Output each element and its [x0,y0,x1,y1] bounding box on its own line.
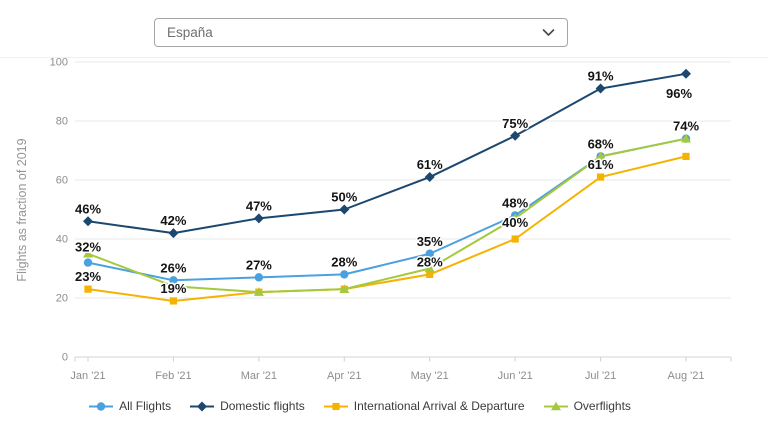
legend-item-overflights[interactable]: Overflights [543,399,631,413]
y-axis-tick-label: 60 [56,175,68,187]
data-label: 23% [75,269,101,284]
x-axis-tick-label: Jun '21 [498,370,533,382]
data-label: 19% [160,281,186,296]
legend-label: Overflights [573,399,631,413]
circle-legend-marker-icon [89,401,114,411]
data-label: 61% [588,157,614,172]
series-overflights [83,133,692,296]
y-axis-tick-label: 100 [50,57,68,69]
y-axis-tick-label: 80 [56,116,68,128]
legend-label: International Arrival & Departure [353,399,525,413]
series-domestic-flights [83,68,692,239]
legend-item-all-flights[interactable]: All Flights [89,399,171,413]
data-label: 47% [246,198,272,213]
data-label: 46% [75,201,101,216]
data-label: 27% [246,257,272,272]
data-label: 75% [502,116,528,131]
x-axis-tick-label: Jul '21 [585,370,616,382]
square-legend-marker-icon [323,402,348,410]
data-label: 42% [160,213,186,228]
y-axis-tick-label: 20 [56,293,68,305]
diamond-legend-marker-icon [190,401,215,411]
x-axis-tick-label: Feb '21 [155,370,191,382]
x-axis-tick-label: May '21 [411,370,449,382]
x-axis-tick-label: Apr '21 [327,370,362,382]
legend-item-international-arrival-departure[interactable]: International Arrival & Departure [323,399,525,413]
chart-legend: All Flights Domestic flights International… [0,399,744,413]
data-label: 61% [417,157,443,172]
triangle-legend-marker-icon [543,401,568,410]
data-label: 28% [331,254,357,269]
data-label: 96% [666,86,692,101]
data-label: 48% [502,195,528,210]
country-dropdown-value: España [167,25,213,40]
data-label: 68% [588,136,614,151]
data-label: 74% [673,119,699,134]
data-label: 35% [417,234,443,249]
data-label: 26% [160,260,186,275]
y-axis-tick-label: 0 [62,352,68,364]
legend-item-domestic-flights[interactable]: Domestic flights [190,399,305,413]
data-label: 91% [588,69,614,84]
y-axis-tick-label: 40 [56,234,68,246]
data-label: 32% [75,240,101,255]
x-axis-tick-label: Jan '21 [70,370,105,382]
y-axis-title: Flights as fraction of 2019 [15,138,29,281]
data-label: 28% [417,254,443,269]
x-axis-tick-label: Aug '21 [668,370,705,382]
data-label: 40% [502,215,528,230]
data-label: 50% [331,190,357,205]
section-divider [0,57,768,58]
country-dropdown[interactable]: España [154,18,568,47]
legend-label: Domestic flights [220,399,305,413]
legend-label: All Flights [119,399,172,413]
chevron-down-icon [542,28,555,36]
x-axis-tick-label: Mar '21 [241,370,277,382]
